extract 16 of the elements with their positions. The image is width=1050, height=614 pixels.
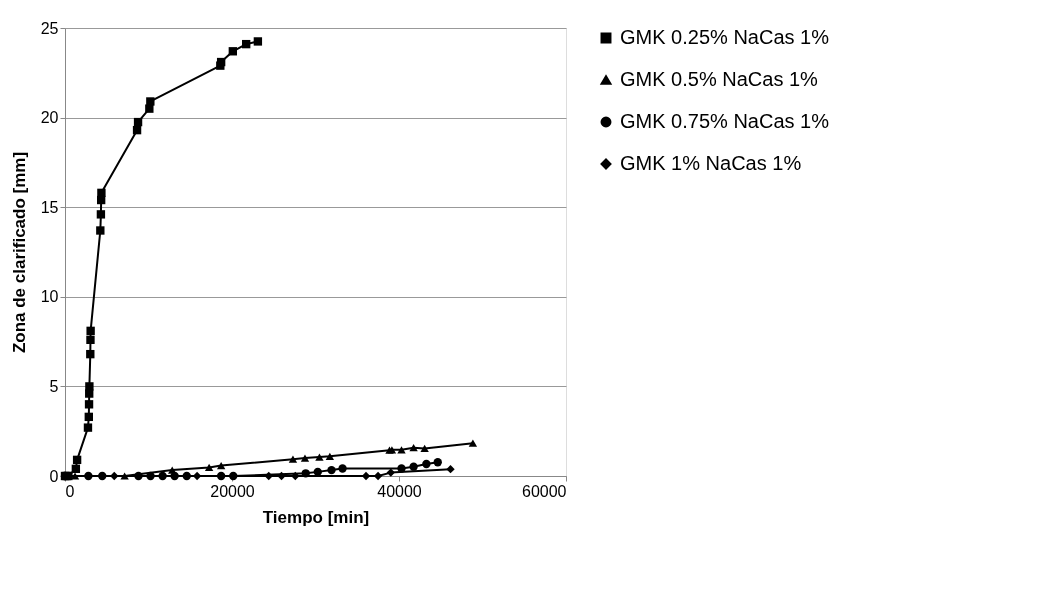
legend-label: GMK 0.5% NaCas 1% bbox=[620, 68, 819, 90]
legend-label: GMK 1% NaCas 1% bbox=[620, 152, 802, 174]
y-tick-label: 5 bbox=[49, 377, 59, 395]
y-tick-label: 10 bbox=[40, 288, 59, 306]
x-tick-label: 0 bbox=[65, 482, 75, 500]
x-tick-label: 40000 bbox=[377, 482, 422, 500]
y-axis-title: Zona de clarificado [mm] bbox=[9, 151, 29, 354]
y-tick-label: 15 bbox=[40, 198, 59, 216]
y-tick-label: 20 bbox=[40, 109, 59, 127]
y-tick-label: 25 bbox=[40, 19, 59, 37]
x-axis-title: Tiempo [min] bbox=[262, 507, 370, 527]
y-tick-label: 0 bbox=[49, 467, 59, 485]
legend-label: GMK 0.75% NaCas 1% bbox=[620, 110, 830, 132]
x-tick-label: 60000 bbox=[522, 482, 567, 500]
x-tick-label: 20000 bbox=[210, 482, 255, 500]
legend-label: GMK 0.25% NaCas 1% bbox=[620, 26, 830, 48]
